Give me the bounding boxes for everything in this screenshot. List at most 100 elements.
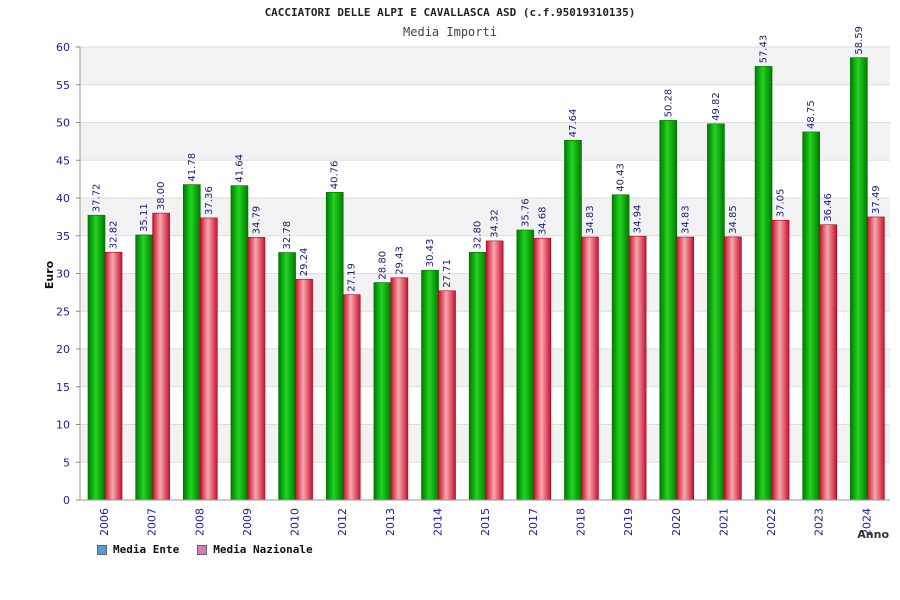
x-tick-label: 2019 [622,508,635,536]
x-tick-label: 2024 [860,508,873,536]
data-label: 34.83 [585,205,596,234]
bar-media-ente [850,57,868,501]
data-label: 32.78 [282,221,293,250]
bar-media-nazionale [771,219,790,501]
bar-media-nazionale [867,216,885,501]
data-label: 30.43 [425,239,436,268]
bar-media-ente [135,234,153,501]
legend: Media Ente Media Nazionale [97,543,313,556]
data-label: 38.00 [156,181,167,210]
data-label: 29.24 [299,248,310,277]
y-tick-label: 20 [56,343,70,356]
bar-media-nazionale [342,294,361,501]
data-label: 58.59 [854,26,865,55]
data-label: 34.94 [633,205,644,234]
bar-media-ente [325,191,344,501]
data-label: 57.43 [759,35,770,64]
bar-media-ente [802,131,821,501]
data-label: 32.82 [109,221,120,250]
bar-media-nazionale [819,224,838,501]
data-label: 48.75 [806,100,817,129]
y-tick-label: 15 [56,381,70,394]
bar-media-ente [754,66,773,501]
chart-title: CACCIATORI DELLE ALPI E CAVALLASCA ASD (… [264,6,636,19]
bar-media-ente [516,229,535,501]
legend-label-nazionale: Media Nazionale [213,543,313,556]
y-axis-label: Euro [43,260,56,289]
bar-media-ente [421,269,439,501]
bar-media-nazionale [104,251,123,501]
data-label: 32.80 [473,221,484,250]
bar-media-ente [87,214,106,501]
bar-media-nazionale [628,235,647,501]
x-tick-label: 2012 [336,508,349,536]
data-label: 37.72 [92,184,103,213]
data-label: 41.78 [187,153,198,182]
data-label: 47.64 [568,109,579,138]
bar-media-nazionale [485,240,504,501]
x-tick-label: 2022 [765,508,778,536]
x-tick-label: 2018 [574,508,587,536]
bar-media-nazionale [295,278,313,501]
x-tick-label: 2008 [193,508,206,536]
data-label: 40.76 [330,161,341,190]
y-tick-label: 40 [56,192,70,205]
data-label: 36.46 [823,193,834,222]
bar-media-nazionale [247,237,266,501]
x-tick-label: 2014 [432,508,445,536]
legend-item-nazionale: Media Nazionale [197,543,313,556]
data-label: 34.85 [728,205,739,234]
data-label: 27.19 [347,263,358,292]
data-label: 28.80 [377,251,388,280]
x-axis-label: Anno [857,528,889,541]
data-label: 34.79 [251,206,262,235]
data-label: 29.43 [394,246,405,275]
bar-media-ente [230,185,249,501]
bar-media-nazionale [676,236,695,501]
data-label: 34.83 [680,205,691,234]
x-tick-label: 2017 [527,508,540,536]
x-tick-label: 2010 [289,508,302,536]
data-label: 37.05 [776,189,787,218]
chart-subtitle: Media Importi [403,25,497,39]
data-label: 41.64 [234,154,245,183]
legend-label-ente: Media Ente [113,543,180,556]
data-label: 35.11 [139,203,150,232]
bar-media-ente [278,252,296,501]
data-label: 49.82 [711,92,722,121]
legend-swatch-ente [97,544,107,555]
bar-media-nazionale [390,277,409,501]
y-tick-label: 55 [56,79,70,92]
y-tick-label: 35 [56,230,70,243]
x-tick-label: 2009 [241,508,254,536]
data-label: 35.76 [520,198,531,227]
bar-media-ente [611,194,630,501]
bar-media-ente [468,252,487,501]
legend-swatch-nazionale [197,544,208,555]
bar-media-nazionale [199,217,218,501]
bar-media-ente [564,140,582,501]
y-tick-label: 45 [56,154,70,167]
x-tick-label: 2020 [670,508,683,536]
data-label: 40.43 [616,163,627,192]
y-tick-label: 0 [63,494,70,507]
bar-media-nazionale [438,290,456,501]
y-tick-label: 30 [56,268,70,281]
y-tick-label: 5 [63,456,70,469]
bar-media-nazionale [724,236,742,501]
x-tick-label: 2013 [384,508,397,536]
data-label: 27.71 [442,259,453,288]
legend-item-ente: Media Ente [97,543,179,556]
bar-media-nazionale [533,237,552,501]
x-tick-label: 2021 [717,508,730,536]
y-tick-label: 50 [56,117,70,130]
data-label: 37.49 [871,185,882,214]
bar-media-ente [373,282,392,501]
x-tick-label: 2023 [813,508,826,536]
bar-media-ente [182,184,201,501]
x-tick-label: 2015 [479,508,492,536]
data-label: 34.68 [537,207,548,236]
y-tick-label: 60 [56,41,70,54]
y-tick-label: 25 [56,305,70,318]
x-tick-label: 2007 [146,508,159,536]
